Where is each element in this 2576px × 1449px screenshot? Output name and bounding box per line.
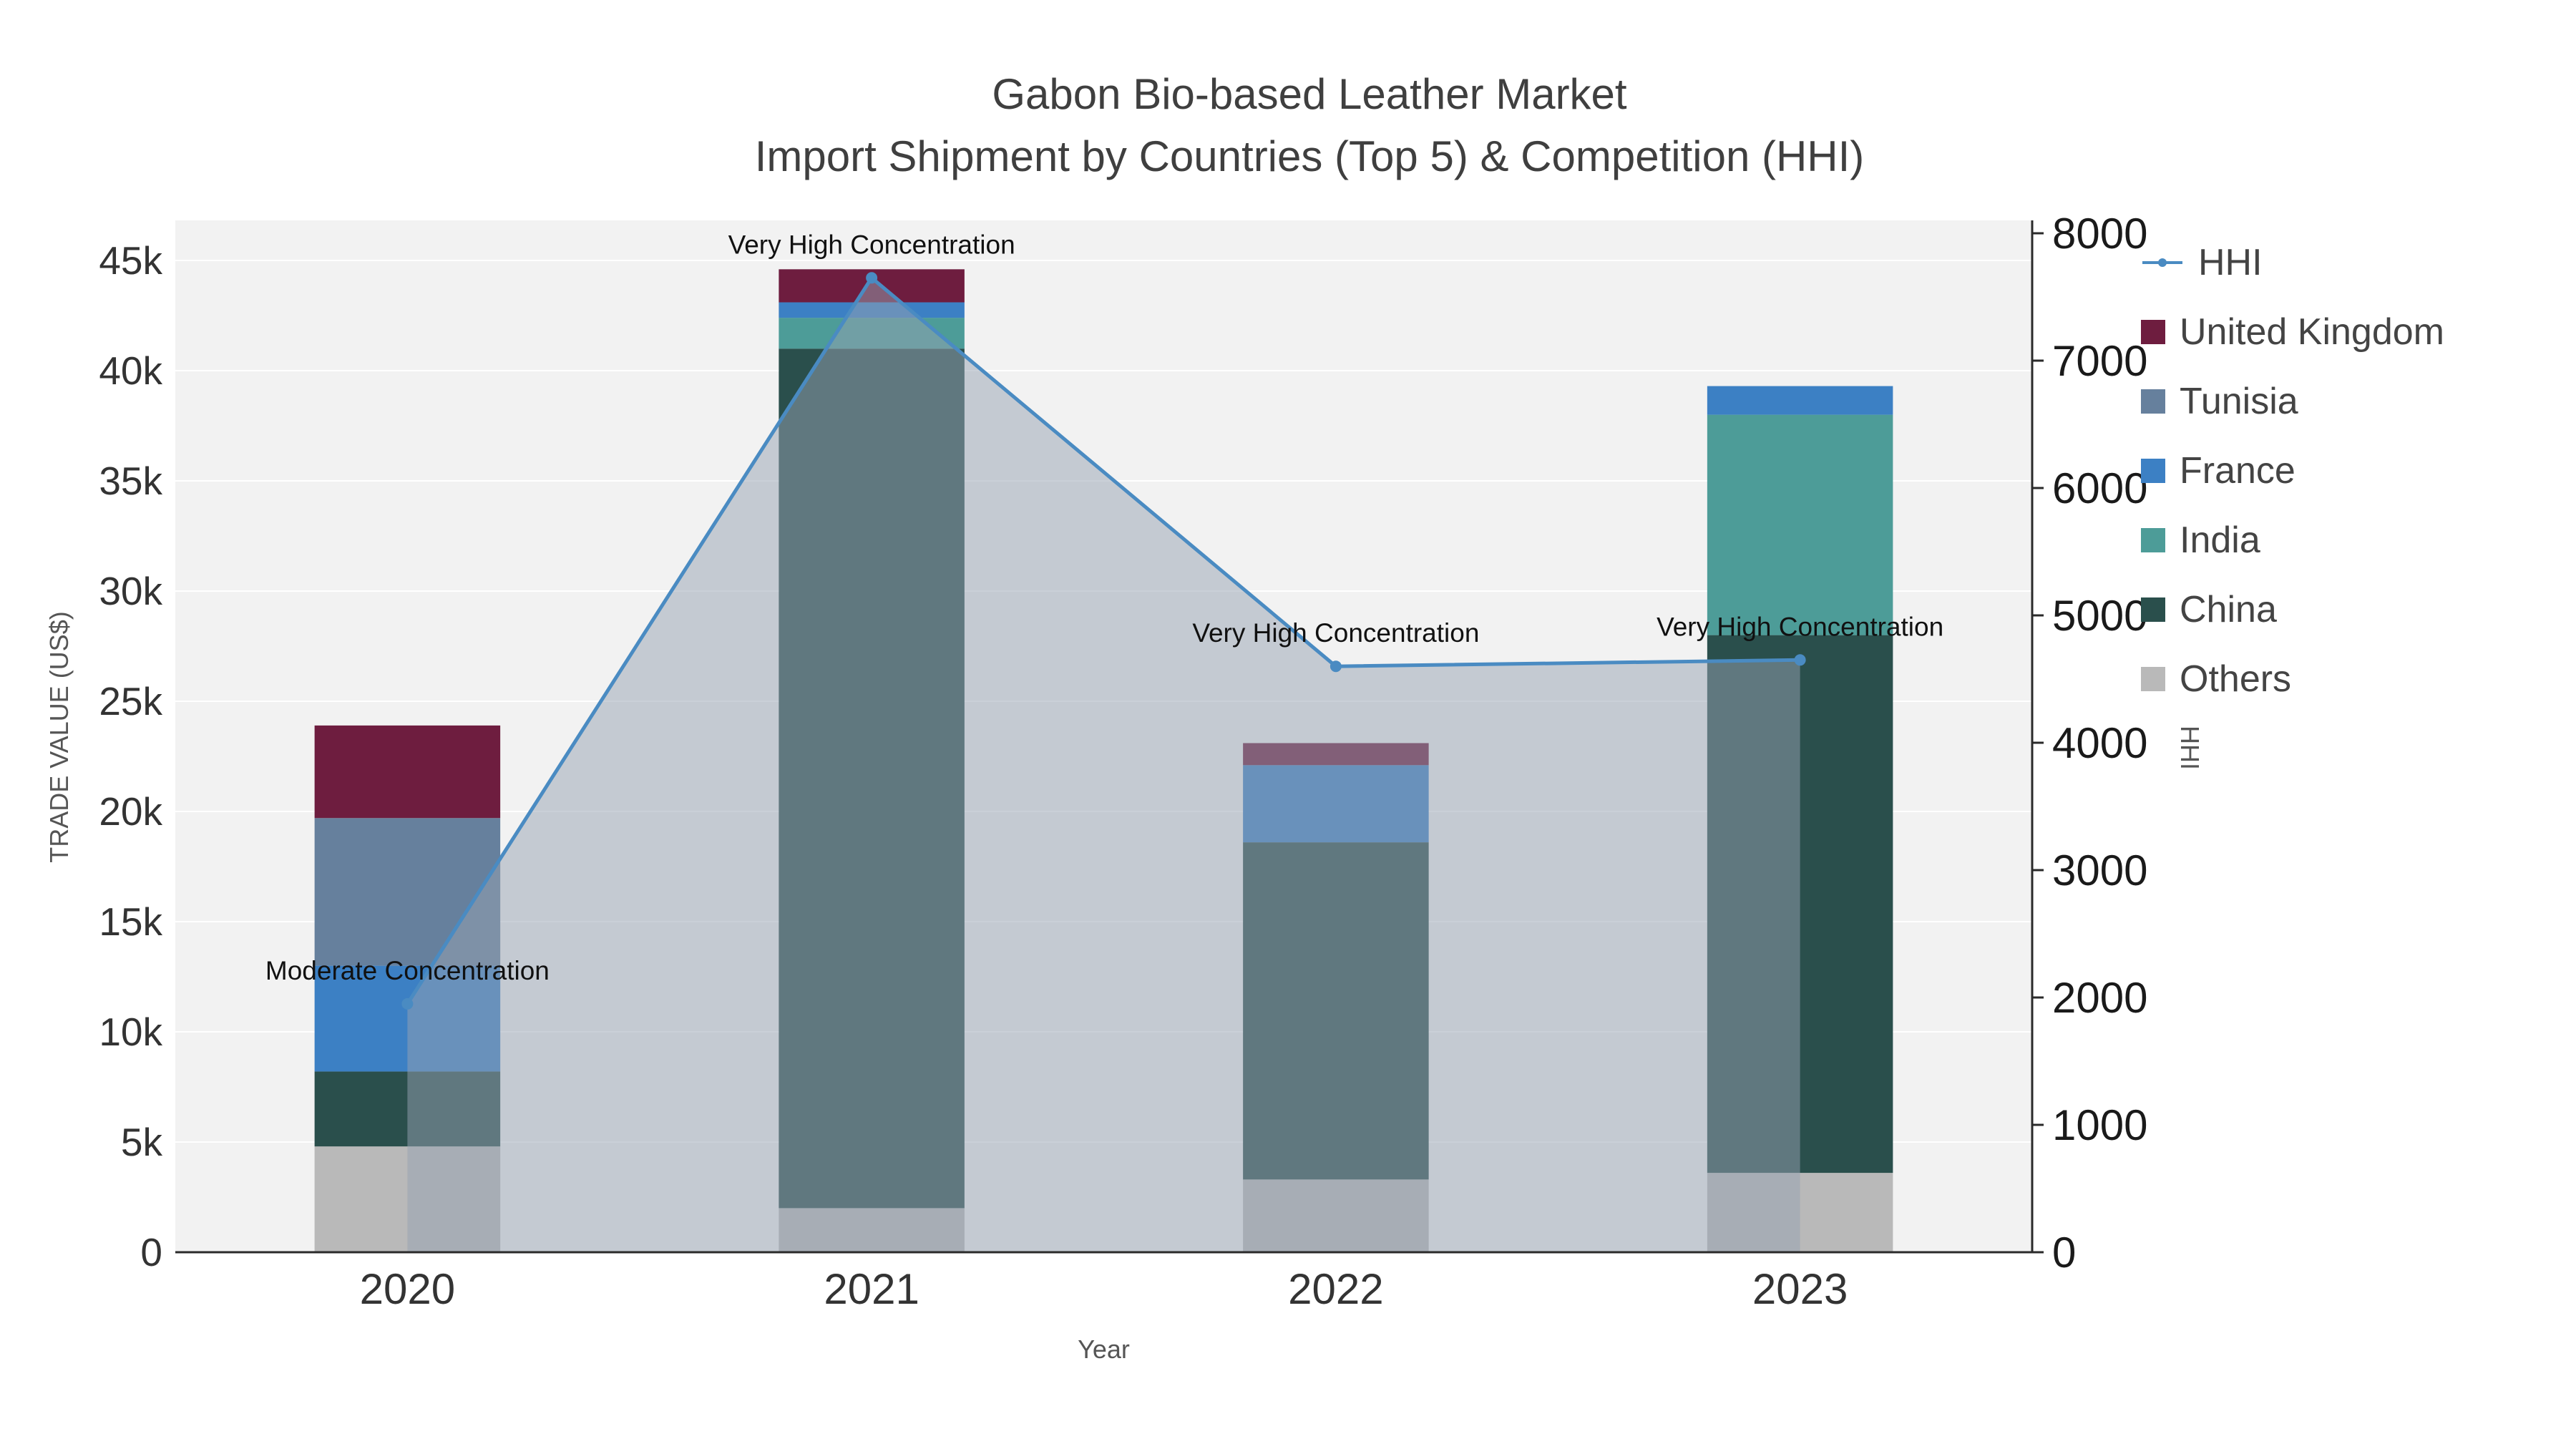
hhi-marker-2022[interactable]: [1330, 660, 1342, 673]
y-right-tick-label: 2000: [2052, 974, 2147, 1022]
hhi-marker-2021[interactable]: [866, 272, 878, 284]
bar-segment-france-2023[interactable]: [1707, 386, 1893, 415]
annotation-2021: Very High Concentration: [728, 230, 1015, 259]
legend-label: India: [2180, 519, 2260, 561]
annotation-2022: Very High Concentration: [1192, 618, 1479, 648]
india-swatch-icon: [2141, 527, 2165, 552]
legend-label: Tunisia: [2180, 380, 2298, 422]
y-right-tick-label: 1000: [2052, 1101, 2147, 1149]
legend-item-france[interactable]: France: [2141, 436, 2444, 505]
legend-label: Others: [2180, 658, 2292, 700]
legend-item-tunisia[interactable]: Tunisia: [2141, 366, 2444, 436]
y-left-axis-title: TRADE VALUE (US$): [44, 611, 74, 862]
y-left-tick-label: 10k: [99, 1010, 162, 1054]
y-right-tick-label: 5000: [2052, 592, 2147, 640]
y-left-tick-label: 40k: [99, 348, 162, 393]
y-right-tick-label: 7000: [2052, 337, 2147, 385]
x-axis-title: Year: [1078, 1335, 1130, 1364]
chart-title-line-2: Import Shipment by Countries (Top 5) & C…: [754, 132, 1865, 180]
y-left-tick-label: 35k: [99, 459, 162, 503]
y-right-tick-label: 0: [2052, 1229, 2076, 1277]
bar-segment-india-2023[interactable]: [1707, 414, 1893, 635]
y-right-tick-label: 8000: [2052, 210, 2147, 258]
legend-item-india[interactable]: India: [2141, 505, 2444, 575]
legend-label: United Kingdom: [2180, 311, 2444, 353]
legend-item-united-kingdom[interactable]: United Kingdom: [2141, 297, 2444, 366]
hhi-marker-2020[interactable]: [401, 997, 414, 1010]
legend-label: France: [2180, 449, 2296, 492]
chart-title-line-1: Gabon Bio-based Leather Market: [992, 70, 1627, 118]
hhi-marker-2023[interactable]: [1794, 654, 1806, 666]
chart-title: Gabon Bio-based Leather Market Import Sh…: [0, 63, 2576, 187]
legend-label: HHI: [2198, 241, 2263, 283]
hhi-line-icon: [2142, 258, 2182, 267]
y-left-tick-label: 25k: [99, 679, 162, 723]
united-kingdom-swatch-icon: [2141, 319, 2165, 344]
y-left-tick-label: 0: [140, 1230, 162, 1274]
x-tick-label-2020: 2020: [360, 1265, 455, 1313]
bar-segment-united-kingdom-2020[interactable]: [314, 725, 501, 819]
hhi-area-fill: [407, 278, 1800, 1252]
tunisia-swatch-icon: [2141, 389, 2165, 414]
france-swatch-icon: [2141, 458, 2165, 483]
y-left-tick-label: 20k: [99, 789, 162, 834]
legend-item-others[interactable]: Others: [2141, 644, 2444, 713]
y-left-tick-label: 45k: [99, 238, 162, 283]
y-right-axis-title: HHI: [2175, 726, 2205, 770]
y-right-tick-label: 3000: [2052, 847, 2147, 894]
annotation-2020: Moderate Concentration: [265, 956, 550, 985]
chart-legend: HHI United Kingdom Tunisia France India China…: [2141, 228, 2444, 713]
legend-item-hhi[interactable]: HHI: [2141, 228, 2444, 297]
china-swatch-icon: [2141, 597, 2165, 622]
y-left-tick-label: 5k: [121, 1120, 163, 1164]
annotation-2023: Very High Concentration: [1657, 612, 1943, 641]
y-right-tick-label: 6000: [2052, 464, 2147, 512]
hhi-line: [406, 275, 1800, 1005]
legend-item-china[interactable]: China: [2141, 575, 2444, 644]
y-right-tick-label: 4000: [2052, 719, 2147, 767]
x-tick-label-2022: 2022: [1288, 1265, 1383, 1313]
legend-label: China: [2180, 588, 2277, 630]
others-swatch-icon: [2141, 666, 2165, 691]
y-left-tick-label: 15k: [99, 899, 162, 944]
x-tick-label-2023: 2023: [1752, 1265, 1848, 1313]
y-left-tick-label: 30k: [99, 569, 162, 613]
x-tick-label-2021: 2021: [824, 1265, 919, 1313]
